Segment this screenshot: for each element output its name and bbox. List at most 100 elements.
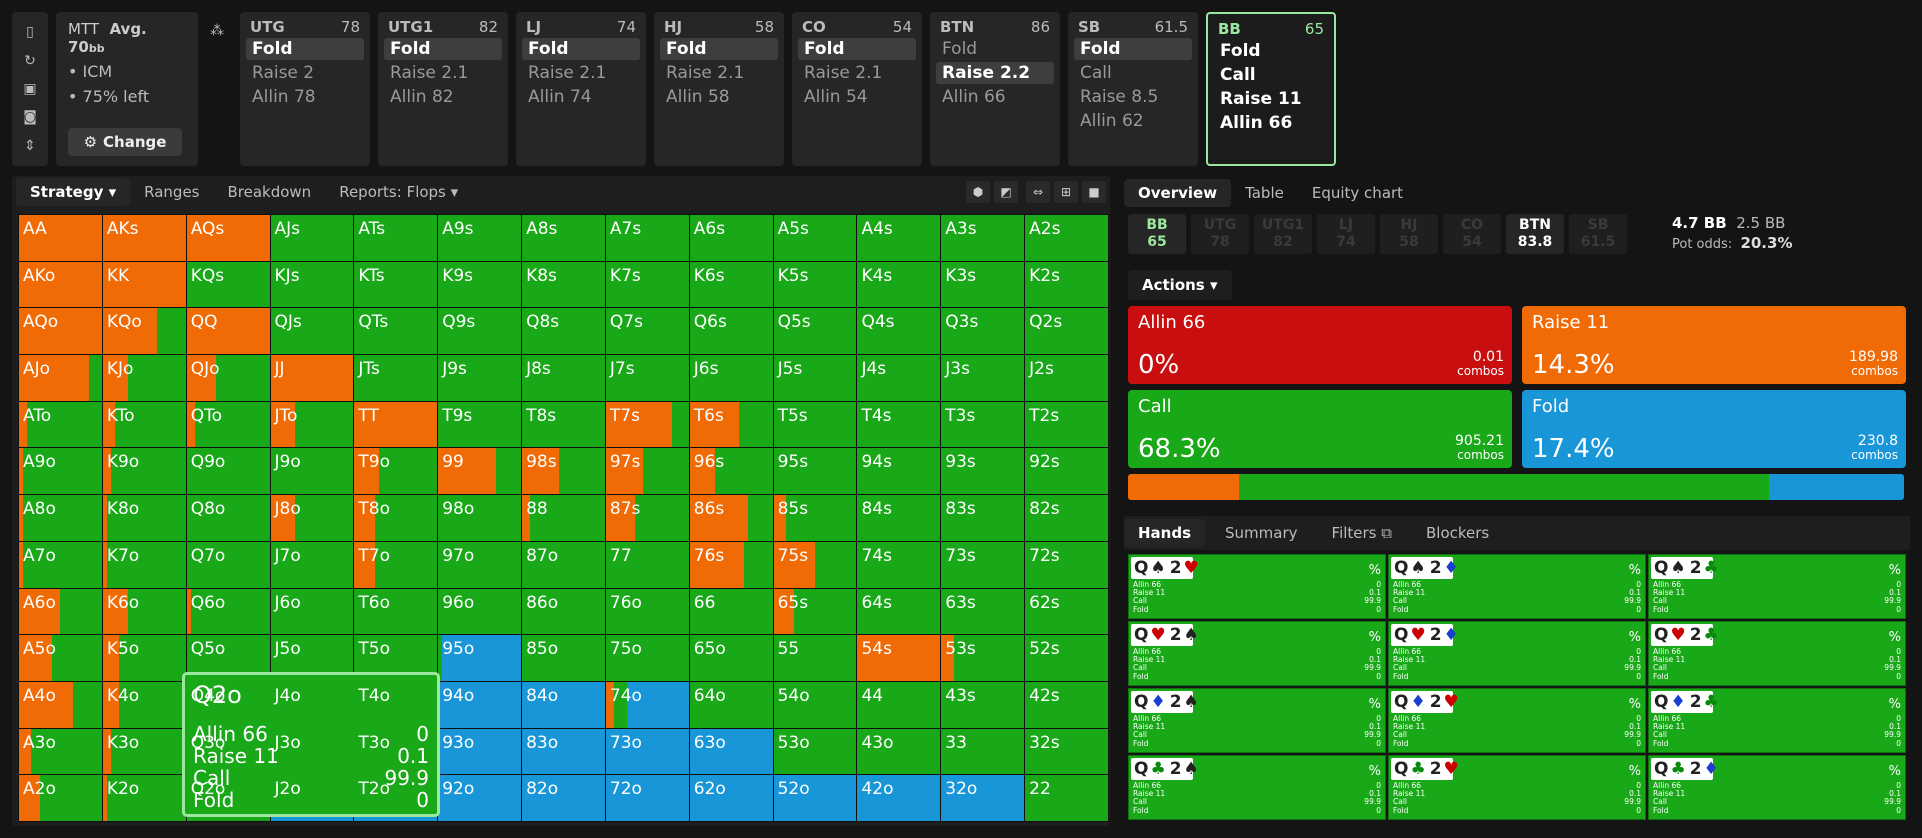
position-card-hj[interactable]: HJ 58 Fold Raise 2.1 Allin 58 — [654, 12, 784, 166]
hand-cell[interactable]: 84s — [856, 494, 942, 542]
collapse-icon[interactable]: ⇕ — [24, 137, 36, 154]
hand-cell[interactable]: A5s — [772, 214, 858, 262]
hand-cell[interactable]: K6o — [101, 587, 187, 636]
history-icon[interactable]: ↻ — [24, 52, 36, 69]
hand-cell[interactable]: T7o — [353, 540, 439, 589]
hand-cell[interactable]: Q4s — [856, 307, 942, 356]
hand-cell[interactable]: 87s — [604, 494, 690, 542]
hand-cell[interactable]: 43s — [940, 680, 1026, 729]
hand-cell[interactable]: J8s — [521, 354, 606, 402]
hand-cell[interactable]: 52o — [772, 774, 858, 822]
position-action[interactable]: Call — [1080, 63, 1112, 83]
hand-cell[interactable]: 54o — [772, 680, 858, 729]
hand-cell[interactable]: Q2s — [1024, 307, 1109, 356]
hand-cell[interactable]: Q6s — [688, 307, 774, 356]
hand-cell[interactable]: 75o — [604, 634, 690, 682]
hand-cell[interactable]: Q3s — [940, 307, 1026, 356]
hand-cell[interactable]: 96o — [437, 587, 523, 636]
position-card-btn[interactable]: BTN 86 Fold Raise 2.2 Allin 66 — [930, 12, 1060, 166]
hand-cell[interactable]: 63s — [940, 587, 1026, 636]
position-action[interactable]: Allin 66 — [942, 87, 1006, 107]
hand-cell[interactable]: J6s — [688, 354, 774, 402]
hand-combo-card[interactable]: Q ♣ 2 ♥% Allin 66 0 Raise 11 0.1 Call 99.9 Fold 0 — [1388, 755, 1646, 820]
tab-blockers[interactable]: Blockers — [1426, 524, 1490, 542]
position-action[interactable]: Raise 11 — [1220, 89, 1302, 109]
hand-cell[interactable]: 64s — [856, 587, 942, 636]
badge-utg[interactable]: UTG 78 — [1191, 214, 1249, 254]
hand-cell[interactable]: 52s — [1024, 634, 1109, 682]
position-action[interactable]: Raise 2.2 — [936, 62, 1054, 84]
hand-cell[interactable]: J7o — [269, 540, 355, 589]
hand-cell[interactable]: 98o — [437, 494, 523, 542]
hand-cell[interactable]: 32s — [1024, 727, 1109, 776]
hand-cell[interactable]: 86o — [521, 587, 606, 636]
hand-cell[interactable]: T9s — [437, 400, 523, 449]
position-action[interactable]: Raise 2.1 — [666, 63, 745, 83]
hand-cell[interactable]: A2s — [1024, 214, 1109, 262]
hand-cell[interactable]: 83s — [940, 494, 1026, 542]
hand-cell[interactable]: K3o — [101, 727, 187, 776]
hand-cell[interactable]: KJs — [269, 260, 355, 309]
hand-cell[interactable]: Q7s — [604, 307, 690, 356]
hand-cell[interactable]: ATo — [18, 400, 103, 449]
action-box-call[interactable]: Call 68.3% 905.21 combos — [1128, 390, 1512, 468]
hand-cell[interactable]: A3o — [18, 727, 103, 776]
hand-cell[interactable]: JJ — [269, 354, 355, 402]
hand-cell[interactable]: 95s — [772, 447, 858, 496]
hand-cell[interactable]: KJo — [101, 354, 187, 402]
hand-cell[interactable]: QJo — [185, 354, 271, 402]
hand-cell[interactable]: T7s — [604, 400, 690, 449]
hand-cell[interactable]: 85s — [772, 494, 858, 542]
hand-cell[interactable]: 76o — [604, 587, 690, 636]
position-action[interactable]: Fold — [660, 38, 778, 60]
position-action[interactable]: Fold — [1074, 38, 1192, 60]
hand-cell[interactable]: 54s — [856, 634, 942, 682]
hand-combo-card[interactable]: Q ♠ 2 ♥% Allin 66 0 Raise 11 0.1 Call 99.9 Fold 0 — [1128, 554, 1386, 619]
position-action[interactable]: Allin 58 — [666, 87, 730, 107]
hand-cell[interactable]: AQo — [18, 307, 103, 356]
tab-ranges[interactable]: Ranges — [144, 183, 200, 201]
grid-icon[interactable]: ⊞ — [1054, 181, 1078, 203]
position-card-sb[interactable]: SB 61.5 Fold Call Raise 8.5 Allin 62 — [1068, 12, 1198, 166]
tab-table[interactable]: Table — [1245, 184, 1284, 202]
position-action[interactable]: Allin 66 — [1220, 113, 1293, 133]
hand-cell[interactable]: T6o — [353, 587, 439, 636]
position-action[interactable]: Allin 78 — [252, 87, 316, 107]
hand-cell[interactable]: 33 — [940, 727, 1026, 776]
hand-combo-card[interactable]: Q ♥ 2 ♠% Allin 66 0 Raise 11 0.1 Call 99.9 Fold 0 — [1128, 621, 1386, 686]
hand-cell[interactable]: 82o — [521, 774, 606, 822]
hand-cell[interactable]: 53s — [940, 634, 1026, 682]
tab-equity-chart[interactable]: Equity chart — [1311, 184, 1404, 202]
hand-cell[interactable]: T4s — [856, 400, 942, 449]
hand-cell[interactable]: QJs — [269, 307, 355, 356]
hand-cell[interactable]: 92o — [437, 774, 523, 822]
hand-cell[interactable]: A4o — [18, 680, 103, 729]
action-box-allin[interactable]: Allin 66 0% 0.01 combos — [1128, 306, 1512, 384]
hand-cell[interactable]: 73o — [604, 727, 690, 776]
hand-cell[interactable]: 94o — [437, 680, 523, 729]
position-action[interactable]: Raise 2 — [252, 63, 315, 83]
hand-cell[interactable]: AQs — [185, 214, 271, 262]
hand-cell[interactable]: Q6o — [185, 587, 271, 636]
gamepad-icon[interactable]: ◙ — [23, 109, 37, 126]
hand-cell[interactable]: K7s — [604, 260, 690, 309]
hand-cell[interactable]: T8s — [521, 400, 606, 449]
hand-cell[interactable]: T3s — [940, 400, 1026, 449]
hand-cell[interactable]: K7o — [101, 540, 187, 589]
hand-combo-card[interactable]: Q ♣ 2 ♦% Allin 66 0 Raise 11 0.1 Call 99.9 Fold 0 — [1648, 755, 1906, 820]
badge-sb[interactable]: SB 61.5 — [1569, 214, 1627, 254]
action-box-raise[interactable]: Raise 11 14.3% 189.98 combos — [1522, 306, 1906, 384]
change-button[interactable]: ⚙ Change — [68, 128, 182, 156]
hand-cell[interactable]: QQ — [185, 307, 271, 356]
hand-cell[interactable]: KK — [101, 260, 187, 309]
tab-breakdown[interactable]: Breakdown — [227, 183, 312, 201]
position-action[interactable]: Raise 2.1 — [528, 63, 607, 83]
position-action[interactable]: Fold — [522, 38, 640, 60]
compress-icon[interactable]: ⇔ — [1026, 181, 1050, 203]
hand-cell[interactable]: 84o — [521, 680, 606, 729]
hand-cell[interactable]: A6s — [688, 214, 774, 262]
cluster-icon[interactable]: ⁂ — [210, 23, 224, 39]
tab-reports-flops[interactable]: Reports: Flops ▾ — [339, 183, 459, 201]
hand-cell[interactable]: J7s — [604, 354, 690, 402]
hand-cell[interactable]: J4s — [856, 354, 942, 402]
